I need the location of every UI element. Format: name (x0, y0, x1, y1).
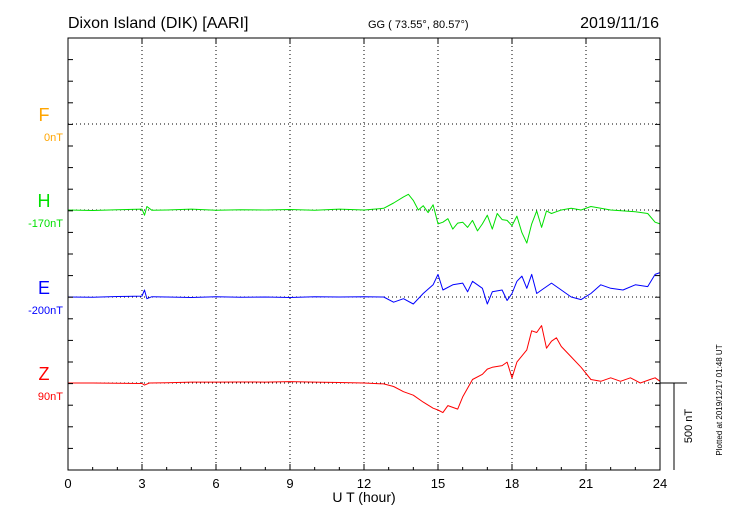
scale-bar-label: 500 nT (683, 409, 695, 444)
series-name-f: F (39, 105, 50, 125)
series-name-h: H (38, 191, 51, 211)
label-layer: F 0nT H -170nT E -200nT Z 90nT (28, 105, 63, 403)
x-tick-label-6: 6 (212, 476, 219, 491)
series-baseline-label-f: 0nT (44, 132, 63, 144)
x-tick-label-18: 18 (505, 476, 519, 491)
x-axis-label: U T (hour) (332, 489, 395, 505)
x-tick-label-9: 9 (286, 476, 293, 491)
x-tick-label-3: 3 (138, 476, 145, 491)
x-tick-label-15: 15 (431, 476, 445, 491)
series-line-e (67, 272, 661, 305)
series-name-z: Z (39, 364, 50, 384)
series-name-e: E (38, 278, 50, 298)
grid-layer (141, 38, 587, 470)
station-title: Dixon Island (DIK) [AARI] (68, 15, 249, 32)
series-baseline-label-e: -200nT (28, 305, 63, 317)
series-baseline-label-z: 90nT (38, 391, 63, 403)
x-tick-label-24: 24 (653, 476, 667, 491)
x-tick-label-0: 0 (64, 476, 71, 491)
series-layer (67, 193, 661, 414)
plotted-timestamp: Plotted at 2019/12/17 01:48 UT (715, 344, 724, 455)
x-tick-layer: 0 3 6 9 12 15 18 21 24 (64, 37, 667, 491)
series-line-z (68, 325, 661, 414)
chart-date: 2019/11/16 (580, 15, 659, 32)
series-line-h (67, 193, 661, 244)
x-tick-label-21: 21 (579, 476, 593, 491)
x-tick-label-12: 12 (357, 476, 371, 491)
series-baseline-label-h: -170nT (28, 218, 63, 230)
station-coords: GG ( 73.55°, 80.57°) (368, 19, 469, 31)
scale-bar: 500 nT (660, 382, 695, 470)
